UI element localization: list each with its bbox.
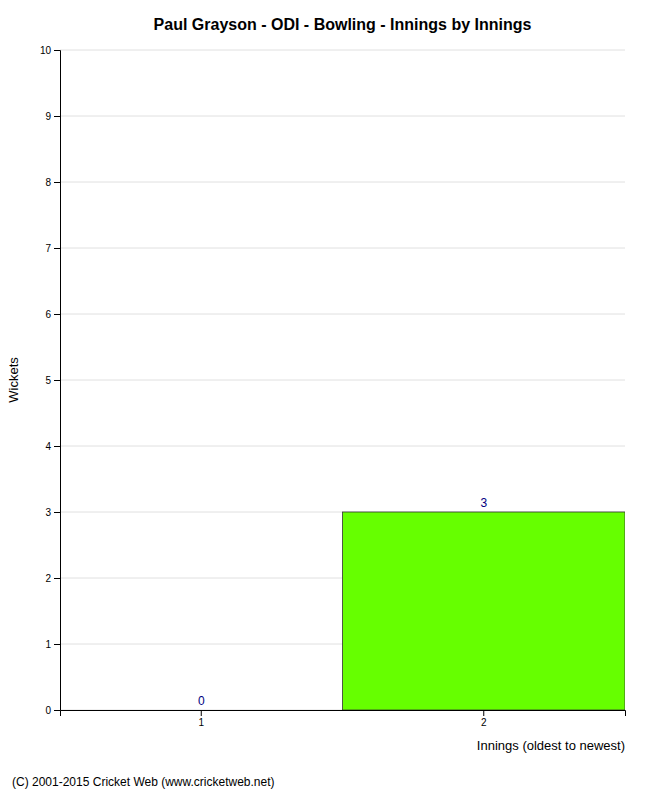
grid-line — [60, 50, 625, 51]
tick: 1 — [198, 710, 204, 728]
grid — [60, 50, 625, 710]
tick-label: 1 — [198, 717, 204, 728]
tick-mark — [54, 512, 60, 513]
axis-line — [54, 51, 61, 711]
tick: 0 — [45, 705, 60, 716]
tick-label: 1 — [45, 639, 51, 650]
tick-mark — [54, 644, 60, 645]
tick-mark — [483, 710, 484, 716]
chart: 0123456789101203Paul Grayson - ODI - Bow… — [0, 0, 650, 800]
tick: 3 — [45, 507, 60, 518]
grid-line — [60, 314, 625, 315]
tick: 1 — [45, 639, 60, 650]
tick: 8 — [45, 177, 60, 188]
y-axis-title: Wickets — [6, 357, 21, 403]
bar — [60, 710, 343, 711]
x-axis-title: Innings (oldest to newest) — [477, 738, 625, 753]
tick-label: 3 — [45, 507, 51, 518]
bar — [343, 512, 626, 710]
data-label: 0 — [198, 694, 205, 708]
data-label: 3 — [480, 496, 487, 510]
tick-label: 8 — [45, 177, 51, 188]
tick-mark — [54, 446, 60, 447]
tick-label: 2 — [45, 573, 51, 584]
tick-label: 9 — [45, 111, 51, 122]
tick: 2 — [45, 573, 60, 584]
tick-mark — [54, 248, 60, 249]
y-axis: 0 1 2 3 4 5 6 7 8 9 10 — [40, 45, 61, 716]
tick-label: 5 — [45, 375, 51, 386]
tick-label: 10 — [40, 45, 52, 56]
tick: 10 — [40, 45, 60, 56]
tick: 5 — [45, 375, 60, 386]
tick-mark — [54, 116, 60, 117]
x-axis: 12 — [61, 710, 626, 728]
plot-area: 0123456789101203 — [40, 45, 626, 728]
tick-mark — [54, 314, 60, 315]
tick-label: 2 — [481, 717, 487, 728]
tick-mark — [54, 380, 60, 381]
tick-mark — [54, 578, 60, 579]
tick-mark — [54, 710, 60, 711]
footer: (C) 2001-2015 Cricket Web (www.cricketwe… — [12, 775, 275, 789]
tick-mark — [54, 182, 60, 183]
bars — [343, 512, 626, 710]
grid-line — [60, 446, 625, 447]
grid-line — [60, 380, 625, 381]
tick: 2 — [481, 710, 487, 728]
tick-label: 0 — [45, 705, 51, 716]
grid-line — [60, 248, 625, 249]
title: Paul Grayson - ODI - Bowling - Innings b… — [154, 16, 532, 33]
tick: 4 — [45, 441, 60, 452]
grid-line — [60, 182, 625, 183]
tick-label: 6 — [45, 309, 51, 320]
axis-line — [61, 711, 626, 717]
tick: 7 — [45, 243, 60, 254]
tick-mark — [201, 710, 202, 716]
data-labels: 03 — [198, 496, 488, 708]
tick: 6 — [45, 309, 60, 320]
grid-line — [60, 116, 625, 117]
tick-label: 4 — [45, 441, 51, 452]
tick-mark — [54, 50, 60, 51]
tick: 9 — [45, 111, 60, 122]
tick-label: 7 — [45, 243, 51, 254]
